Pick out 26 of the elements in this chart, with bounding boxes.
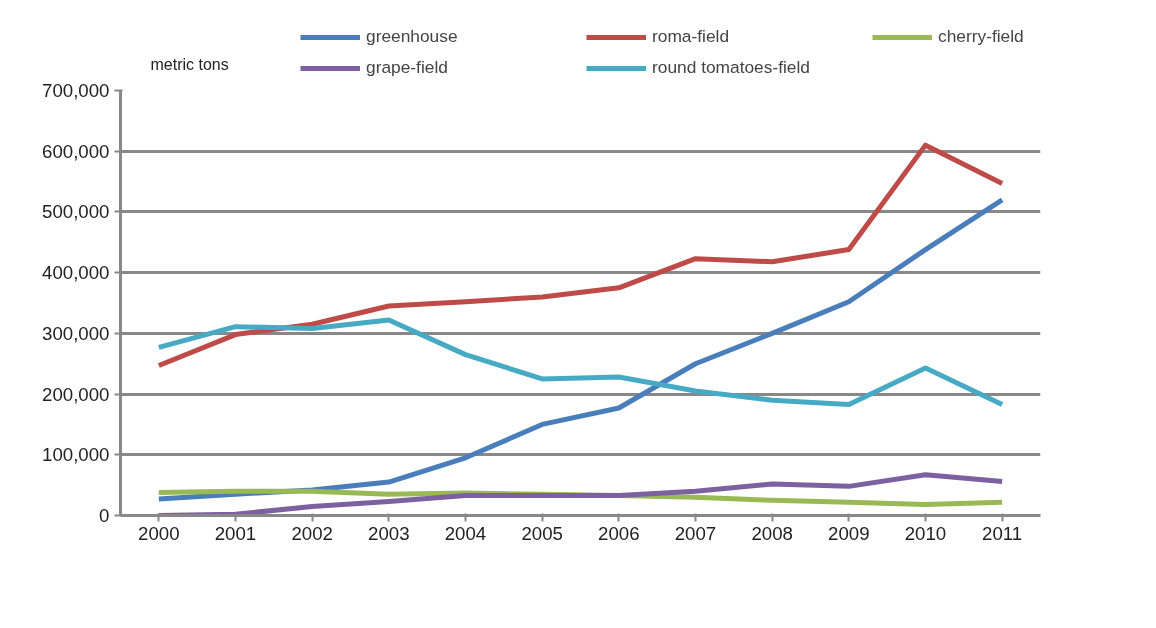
y-tick-label: 200,000 [42, 383, 110, 405]
x-tick-label: 2010 [904, 522, 947, 544]
y-tick-label: 500,000 [42, 201, 110, 223]
y-tick-label: 300,000 [42, 322, 110, 344]
x-tick-label: 2005 [521, 522, 563, 544]
y-tick-label: 100,000 [42, 444, 110, 466]
y-axis-title: metric tons [150, 55, 229, 73]
legend-label: cherry-field [938, 26, 1025, 47]
y-tick-label: 0 [99, 505, 110, 526]
x-tick-label: 2001 [214, 522, 257, 544]
legend-label: greenhouse [366, 26, 459, 47]
x-tick-label: 2000 [138, 522, 180, 544]
x-tick-label: 2002 [291, 522, 333, 544]
x-tick-label: 2003 [368, 522, 410, 544]
x-tick-label: 2006 [598, 522, 640, 544]
y-tick-label: 400,000 [42, 262, 110, 284]
x-tick-label: 2004 [444, 522, 487, 544]
legend-label: round tomatoes-field [652, 57, 811, 78]
legend-label: roma-field [652, 26, 731, 47]
x-tick-label: 2011 [982, 522, 1023, 544]
y-tick-label: 600,000 [42, 140, 110, 162]
x-tick-label: 2009 [828, 522, 870, 544]
legend-label: grape-field [366, 57, 449, 78]
y-tick-label: 700,000 [42, 80, 110, 101]
x-tick-label: 2007 [674, 522, 717, 544]
x-tick-label: 2008 [751, 522, 793, 544]
